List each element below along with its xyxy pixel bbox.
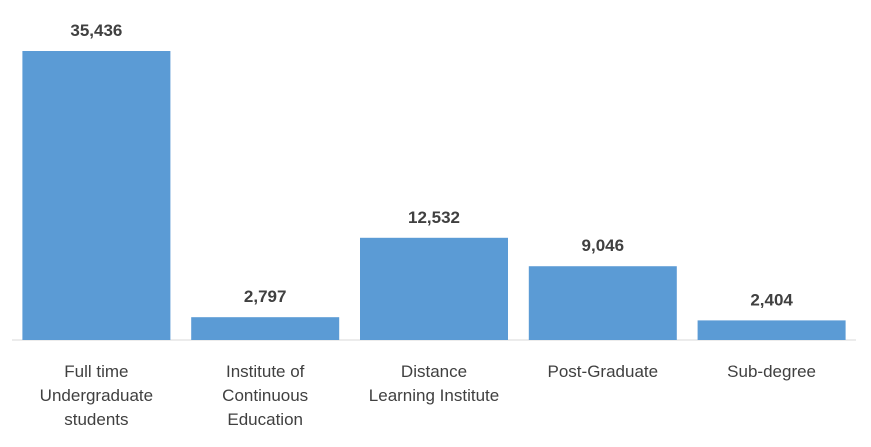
x-tick-label: Sub-degree: [727, 362, 817, 381]
data-label: 35,436: [70, 21, 122, 40]
data-label: 9,046: [582, 236, 625, 255]
x-tick-label: Post-Graduate: [547, 362, 659, 381]
bar: [360, 237, 508, 340]
x-tick-label: Full time Undergraduate students: [39, 362, 154, 429]
bar: [697, 320, 846, 340]
bar: [528, 266, 677, 340]
bar: [22, 51, 171, 340]
x-tick-label: Institute of Continuous Education: [222, 362, 309, 429]
bar: [191, 317, 340, 340]
data-label: 2,404: [750, 290, 793, 309]
x-tick-label: Distance Learning Institute: [368, 362, 500, 405]
data-label: 12,532: [408, 208, 460, 227]
data-label: 2,797: [244, 287, 287, 306]
